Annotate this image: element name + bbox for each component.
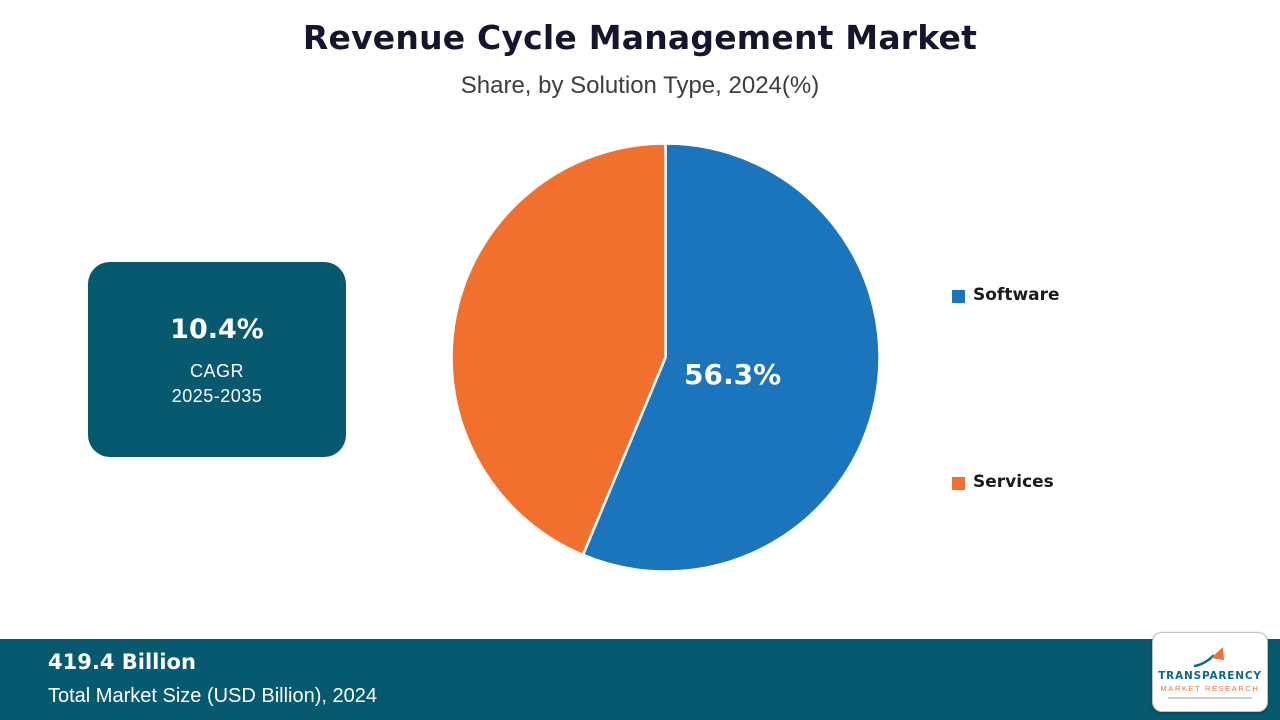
legend-item-services: Services: [952, 472, 1054, 492]
logo-text-line1: TRANSPARENCY: [1158, 669, 1262, 682]
legend-item-software: Software: [952, 285, 1060, 305]
total-market-size-value: 419.4 Billion: [48, 650, 196, 674]
cagr-value: 10.4%: [170, 314, 264, 345]
pie-slice-services: [450, 142, 667, 557]
legend-label-software: Software: [973, 285, 1060, 305]
logo-arrow-icon: [1193, 646, 1224, 667]
pie-slice-software: [581, 142, 881, 573]
pie-datalabel-software: 56.3%: [684, 358, 782, 391]
legend-swatch-services: [952, 476, 965, 490]
cagr-period: 2025-2035: [171, 386, 263, 406]
page-subtitle: Share, by Solution Type, 2024(%): [460, 72, 820, 99]
legend-label-services: Services: [973, 472, 1054, 492]
cagr-callout-box: 10.4% CAGR 2025-2035: [88, 262, 346, 457]
logo-tagline: [1168, 696, 1252, 699]
brand-logo: TRANSPARENCY MARKET RESEARCH: [1152, 632, 1268, 712]
pie-chart: [449, 141, 882, 574]
footer-bar: 419.4 Billion Total Market Size (USD Bil…: [0, 639, 1280, 720]
legend-swatch-software: [952, 289, 965, 303]
logo-text-line2: MARKET RESEARCH: [1160, 683, 1260, 693]
page-title: Revenue Cycle Management Market: [302, 18, 978, 57]
pie-chart-svg: [450, 142, 881, 573]
cagr-label: CAGR: [189, 361, 244, 381]
total-market-size-caption: Total Market Size (USD Billion), 2024: [48, 685, 378, 707]
